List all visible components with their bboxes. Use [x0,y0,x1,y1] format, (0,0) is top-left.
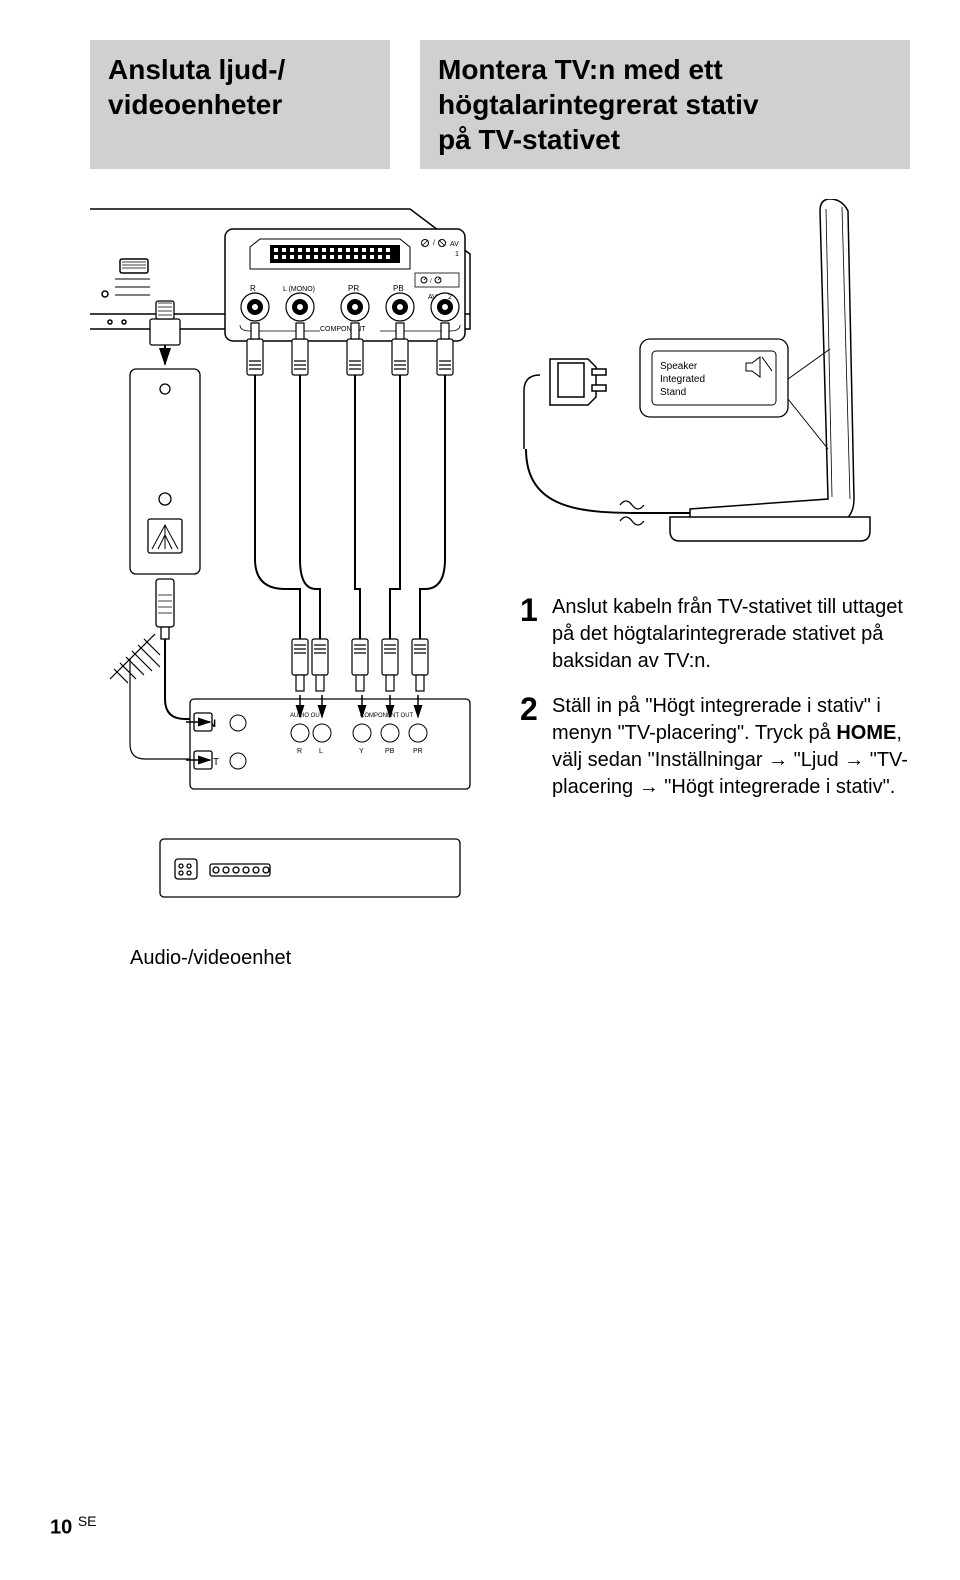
step-2: 2 Ställ in på "Högt integrerade i stativ… [520,693,920,801]
svg-text:COMPONENT OUT: COMPONENT OUT [360,713,414,719]
arrow-icon: → [768,749,788,771]
page-region: SE [78,1513,97,1529]
svg-text:Integrated: Integrated [660,374,705,385]
header-right-line1: Montera TV:n med ett [438,54,723,85]
svg-text:1: 1 [455,251,459,258]
svg-text:Speaker: Speaker [660,361,698,372]
speaker-stand-diagram: Speaker Integrated Stand [520,199,920,579]
step-1-text: Anslut kabeln från TV-stativet till utta… [552,594,920,675]
audio-video-device-label: Audio-/videoenhet [130,947,910,970]
arrow-icon: → [844,749,864,771]
svg-text:PB: PB [385,748,395,755]
svg-text:Y: Y [359,748,364,755]
diagram-right: Speaker Integrated Stand [520,199,920,584]
diagram-left: / AV 1 / [90,199,500,939]
header-right-line2: högtalarintegrerat stativ [438,89,759,120]
header-right-line3: på TV-stativet [438,124,620,155]
svg-text:R: R [297,748,302,755]
page-number: 10 [50,1517,72,1539]
svg-text:AV: AV [450,241,459,248]
header-left-line2: videoenheter [108,89,282,120]
arrow-icon: → [639,776,659,798]
step-1-number: 1 [520,594,544,675]
av-connection-diagram: / AV 1 / [90,199,500,939]
svg-text:AUDIO OUT: AUDIO OUT [290,713,324,719]
svg-text:2: 2 [448,294,452,301]
svg-text:PR: PR [348,284,359,293]
svg-text:L (MONO): L (MONO) [283,286,315,293]
instructions: 1 Anslut kabeln från TV-stativet till ut… [520,584,920,819]
step-2-number: 2 [520,693,544,801]
step-1: 1 Anslut kabeln från TV-stativet till ut… [520,594,920,675]
svg-text:L: L [319,748,323,755]
svg-text:PB: PB [393,284,404,293]
svg-text:PR: PR [413,748,423,755]
svg-text:Stand: Stand [660,387,686,398]
header-left: Ansluta ljud-/ videoenheter [90,40,390,169]
header-right: Montera TV:n med ett högtalarintegrerat … [420,40,910,169]
svg-text:/: / [433,240,435,247]
step-2-text: Ställ in på "Högt integrerade i stativ" … [552,693,920,801]
svg-text:R: R [250,284,256,293]
home-label: HOME [836,722,896,744]
page-footer: 10 SE [50,1513,97,1540]
svg-text:AV: AV [428,294,437,301]
header-left-line1: Ansluta ljud-/ [108,54,285,85]
